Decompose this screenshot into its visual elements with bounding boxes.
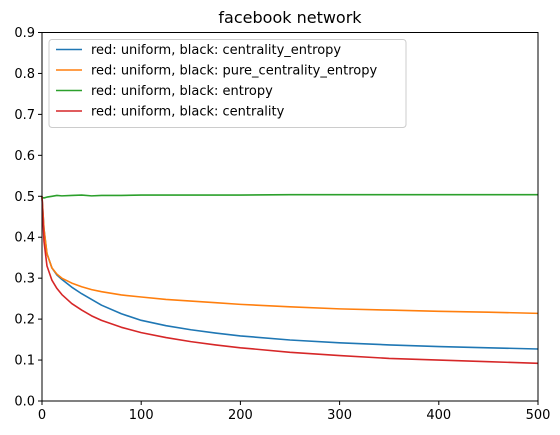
y-tick-label: 0.5 [14, 190, 35, 205]
x-tick-label: 400 [426, 408, 451, 423]
y-tick-label: 0.8 [14, 67, 35, 82]
series-line-4 [41, 196, 539, 365]
x-tick-label: 100 [129, 408, 154, 423]
series-line-3 [41, 193, 538, 199]
y-tick-label: 0.6 [14, 149, 35, 164]
y-tick-label: 0.1 [14, 354, 35, 369]
y-tick-label: 0.7 [14, 108, 35, 123]
x-axis: 0 100 200 300 400 500 [38, 401, 551, 423]
plot-frame [41, 32, 539, 402]
plot-lines [41, 193, 539, 365]
x-tick-label: 200 [228, 408, 253, 423]
chart-title: facebook network [218, 8, 362, 27]
legend-label-3: red: uniform, black: entropy [91, 84, 273, 99]
x-tick-label: 500 [526, 408, 551, 423]
y-tick-label: 0.4 [14, 231, 35, 246]
y-tick-label: 0.0 [14, 395, 35, 410]
y-axis: 0.0 0.1 0.2 0.3 0.4 0.5 0.6 0.7 0.8 0.9 [14, 26, 42, 410]
x-tick-label: 300 [327, 408, 352, 423]
legend-box [48, 39, 407, 128]
y-tick-label: 0.3 [14, 272, 35, 287]
legend-label-4: red: uniform, black: centrality [91, 105, 285, 120]
y-tick-label: 0.9 [14, 26, 35, 41]
legend-label-2: red: uniform, black: pure_centrality_ent… [91, 64, 377, 79]
x-tick-label: 0 [38, 408, 46, 423]
series-line-2 [41, 196, 539, 315]
legend: red: uniform, black: centrality_entropyr… [48, 39, 407, 128]
y-tick-label: 0.2 [14, 313, 35, 328]
legend-label-1: red: uniform, black: centrality_entropy [91, 43, 341, 58]
